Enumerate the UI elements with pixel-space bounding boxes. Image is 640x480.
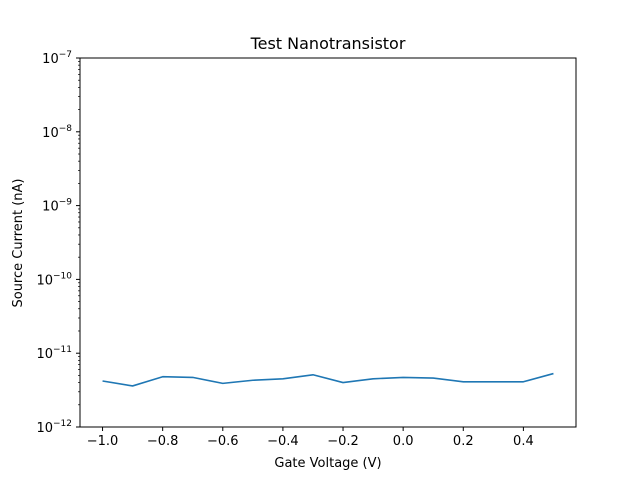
chart-title: Test Nanotransistor bbox=[250, 34, 406, 53]
y-tick-label: 10−8 bbox=[42, 124, 72, 141]
y-tick-label: 10−9 bbox=[42, 198, 72, 215]
x-axis-label: Gate Voltage (V) bbox=[274, 456, 381, 471]
x-tick-label: 0.2 bbox=[453, 434, 474, 449]
x-tick-label: −0.8 bbox=[147, 434, 179, 449]
x-tick-label: −0.2 bbox=[327, 434, 359, 449]
plot-frame bbox=[79, 57, 577, 428]
x-axis-ticks: −1.0 −0.8 −0.6 −0.4 −0.2 0.0 0.2 0.4 bbox=[87, 427, 534, 449]
y-tick-label: 10−11 bbox=[36, 345, 72, 362]
y-tick-label: 10−12 bbox=[36, 419, 72, 436]
x-tick-label: 0.0 bbox=[393, 434, 414, 449]
y-axis-label: Source Current (nA) bbox=[11, 178, 26, 307]
y-tick-label: 10−10 bbox=[36, 271, 72, 288]
x-tick-label: −1.0 bbox=[87, 434, 119, 449]
x-tick-label: −0.6 bbox=[207, 434, 239, 449]
y-axis-ticks: 10−12 10−11 10−10 10−9 10−8 10−7 bbox=[36, 50, 80, 436]
x-tick-label: 0.4 bbox=[513, 434, 534, 449]
series-line bbox=[102, 372, 554, 387]
y-tick-label: 10−7 bbox=[42, 50, 72, 67]
x-tick-label: −0.4 bbox=[267, 434, 299, 449]
